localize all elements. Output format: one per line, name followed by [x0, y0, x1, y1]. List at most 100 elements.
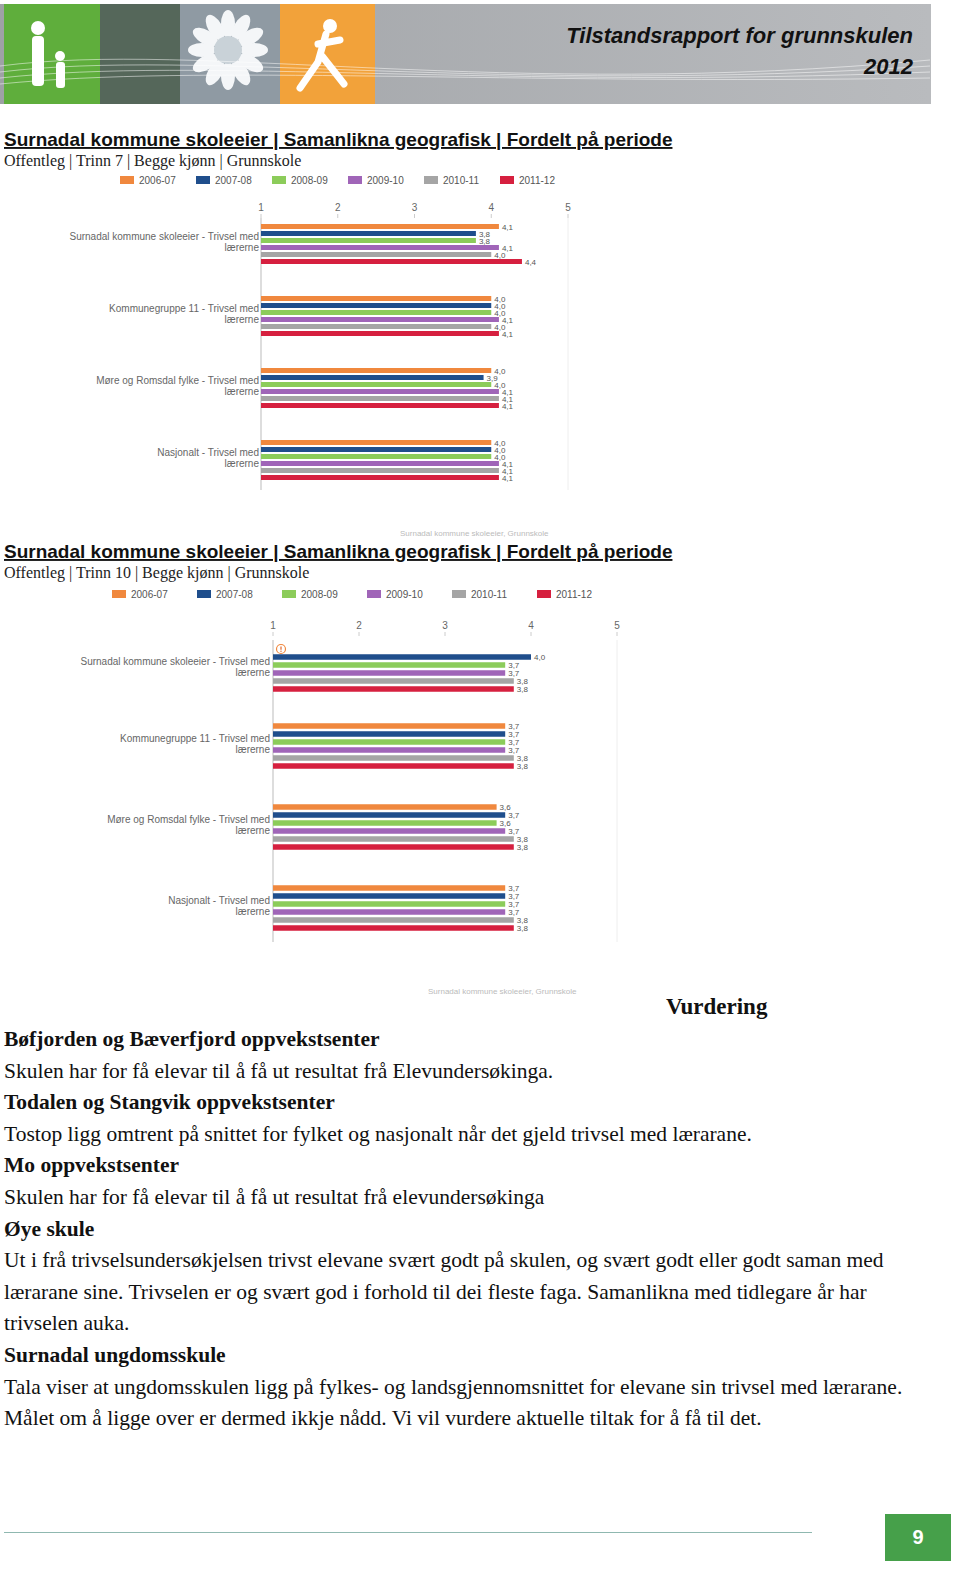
bar	[261, 296, 491, 301]
legend: 2006-072007-082008-092009-102010-112011-…	[120, 175, 555, 186]
category-line: lærerne	[236, 744, 271, 755]
category-line: lærerne	[225, 386, 260, 397]
category-line: lærerne	[225, 242, 260, 253]
bar	[261, 475, 499, 480]
legend-swatch	[424, 176, 438, 184]
bar	[273, 917, 514, 923]
tick-mark	[531, 632, 532, 636]
bar	[261, 375, 484, 380]
bar	[261, 382, 491, 387]
category-label: Surnadal kommune skoleeier - Trivsel med…	[80, 656, 270, 678]
legend-swatch	[500, 176, 514, 184]
data-label: 4,4	[525, 258, 537, 267]
bar	[273, 755, 514, 761]
bar	[261, 368, 491, 373]
data-labels: 4,13,83,84,14,04,44,04,04,04,14,04,14,03…	[479, 223, 537, 483]
header-wave	[0, 75, 930, 84]
data-label: 4,1	[502, 402, 514, 411]
bar	[273, 670, 505, 676]
bar	[261, 245, 499, 250]
legend-label: 2009-10	[386, 589, 423, 600]
section-text: Tostop ligg omtrent på snittet for fylke…	[4, 1119, 922, 1151]
bar	[261, 231, 476, 236]
bar	[261, 403, 499, 408]
data-label: 4,1	[502, 223, 514, 232]
bar	[273, 836, 514, 842]
category-label: Møre og Romsdal fylke - Trivsel medlærer…	[107, 814, 270, 836]
axis-end-line	[617, 640, 618, 942]
category-label: Kommunegruppe 11 - Trivsel medlærerne	[109, 303, 259, 325]
category-line: lærerne	[225, 314, 260, 325]
bar	[261, 303, 491, 308]
bar	[273, 812, 505, 818]
missing-icon	[277, 645, 286, 654]
tick-mark	[491, 214, 492, 218]
category-line: Nasjonalt - Trivsel med	[157, 447, 259, 458]
legend-label: 2011-12	[556, 589, 592, 600]
x-axis: 12345	[258, 202, 571, 490]
data-label: 3,8	[479, 237, 491, 246]
bar	[273, 909, 505, 915]
bar	[273, 678, 514, 684]
missing-icon-bar	[280, 646, 281, 649]
header-figure	[55, 51, 65, 61]
bar	[261, 447, 491, 452]
header-wave	[0, 59, 930, 74]
bar	[273, 747, 505, 753]
data-label: 3,8	[517, 685, 529, 694]
bar	[261, 468, 499, 473]
header-title: Tilstandsrapport for grunnskulen	[566, 23, 913, 48]
header-photo	[280, 4, 375, 104]
chart-caption: Surnadal kommune skoleeier, Grunnskole	[428, 987, 577, 996]
category-line: lærerne	[236, 667, 271, 678]
data-label: 3,8	[517, 762, 529, 771]
section-heading: Bøfjorden og Bæverfjord oppvekstsenter	[4, 1024, 922, 1056]
legend-swatch	[452, 590, 466, 598]
header-band	[0, 4, 931, 104]
tick-mark	[337, 214, 338, 218]
data-labels: 4,03,73,73,83,83,73,73,73,73,83,83,63,73…	[500, 653, 546, 933]
bar	[273, 925, 514, 931]
bar	[273, 662, 505, 668]
section-text: Skulen har for få elevar til å få ut res…	[4, 1056, 922, 1088]
category-line: Møre og Romsdal fylke - Trivsel med	[96, 375, 259, 386]
bar	[273, 828, 505, 834]
legend-label: 2008-09	[291, 175, 328, 186]
assessment-body: Bøfjorden og Bæverfjord oppvekstsenterSk…	[4, 1024, 922, 1435]
bar	[261, 454, 491, 459]
category-line: lærerne	[236, 825, 271, 836]
axis-end-line	[568, 218, 569, 490]
bar	[261, 389, 499, 394]
legend-label: 2010-11	[443, 175, 479, 186]
header-figure	[300, 34, 344, 88]
chart-subtitle: Offentleg | Trinn 10 | Begge kjønn | Gru…	[4, 564, 309, 582]
data-label: 4,1	[502, 330, 514, 339]
tick-mark	[261, 214, 262, 218]
tick-mark	[617, 632, 618, 636]
bar	[261, 317, 499, 322]
header: Tilstandsrapport for grunnskulen2012	[0, 4, 931, 104]
category-label: Nasjonalt - Trivsel medlærerne	[168, 895, 270, 917]
bar	[273, 901, 505, 907]
x-axis: 12345	[270, 620, 620, 942]
page-canvas: Tilstandsrapport for grunnskulen2012 Surn…	[0, 0, 960, 1573]
bar	[273, 885, 505, 891]
tick-label: 2	[356, 620, 362, 631]
tick-label: 3	[412, 202, 418, 213]
tick-label: 5	[614, 620, 620, 631]
legend-label: 2006-07	[139, 175, 176, 186]
bar	[273, 731, 505, 737]
tick-mark	[414, 214, 415, 218]
bar	[273, 804, 497, 810]
section-text: Ut i frå trivselsundersøkjelsen trivst e…	[4, 1245, 922, 1340]
section-text: Skulen har for få elevar til å få ut res…	[4, 1182, 922, 1214]
tick-label: 2	[335, 202, 341, 213]
bar	[261, 324, 491, 329]
bar	[261, 396, 499, 401]
tick-label: 3	[442, 620, 448, 631]
legend-swatch	[120, 176, 134, 184]
footer-rule	[4, 1532, 812, 1533]
chart: Surnadal kommune skoleeier | Samanlikna …	[4, 541, 672, 996]
category-label: Nasjonalt - Trivsel medlærerne	[157, 447, 259, 469]
legend-label: 2008-09	[301, 589, 338, 600]
